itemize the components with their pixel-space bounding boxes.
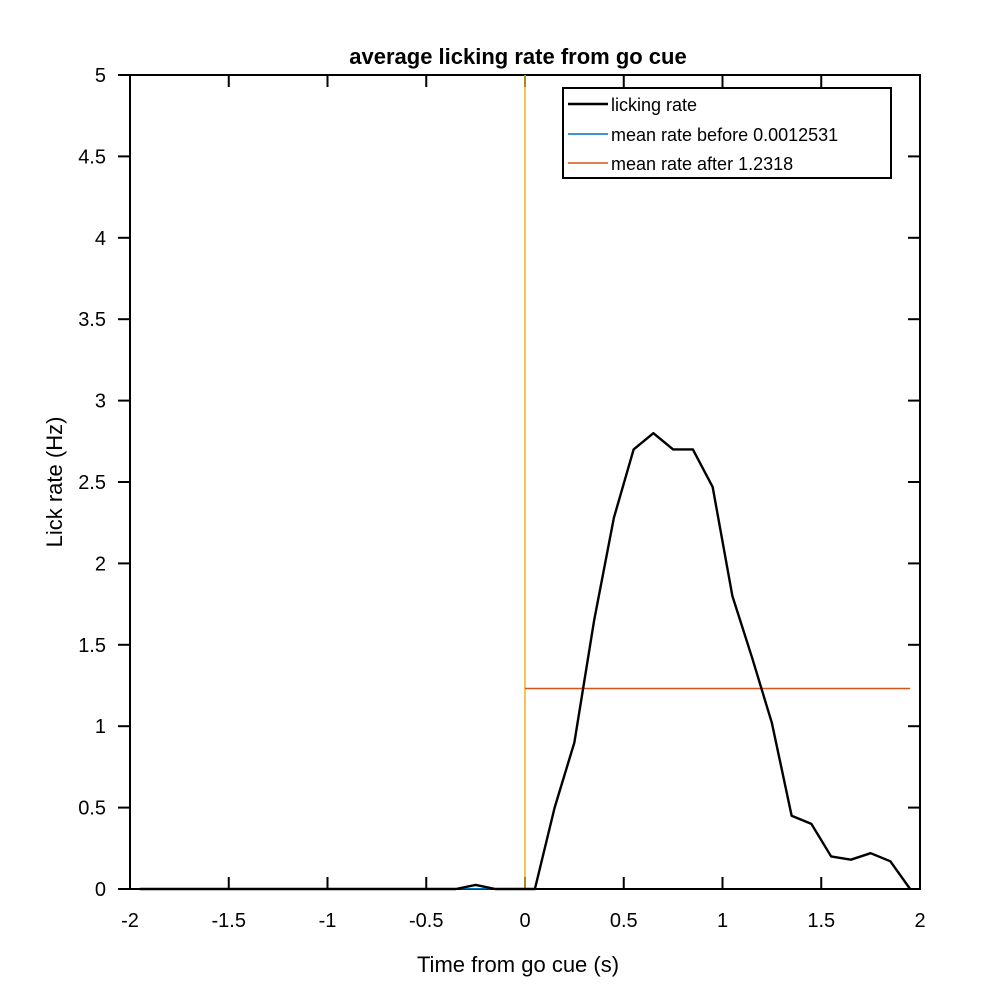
x-tick-label: -1 <box>319 910 337 932</box>
x-tick-label: -1.5 <box>212 910 246 932</box>
x-tick-label: 1.5 <box>807 910 835 932</box>
x-tick-label: 0.5 <box>610 910 638 932</box>
y-tick-label: 0.5 <box>78 798 106 820</box>
x-tick-label: -2 <box>121 910 139 932</box>
y-tick-label: 2.5 <box>78 472 106 494</box>
legend-entry-licking-rate: licking rate <box>611 95 697 115</box>
y-tick-label: 1 <box>95 716 106 738</box>
y-tick-label: 0 <box>95 879 106 901</box>
x-tick-label: 0 <box>519 910 530 932</box>
series-licking-rate <box>139 431 912 891</box>
y-tick-label: 4 <box>95 228 106 250</box>
legend-box <box>562 87 892 179</box>
legend: licking rate mean rate before 0.0012531 … <box>562 87 892 179</box>
y-axis-label: Lick rate (Hz) <box>42 417 67 548</box>
x-axis-label: Time from go cue (s) <box>417 952 619 977</box>
y-tick-label: 4.5 <box>78 146 106 168</box>
x-tick-label: 2 <box>914 910 925 932</box>
x-tick-label: -0.5 <box>409 910 443 932</box>
y-tick-label: 2 <box>95 553 106 575</box>
legend-entry-mean-after: mean rate after 1.2318 <box>611 154 793 174</box>
y-tick-label: 1.5 <box>78 635 106 657</box>
x-tick-label: 1 <box>717 910 728 932</box>
y-tick-label: 3 <box>95 391 106 413</box>
y-tick-label: 5 <box>95 65 106 87</box>
chart-title: average licking rate from go cue <box>349 44 686 69</box>
legend-entry-mean-before: mean rate before 0.0012531 <box>611 125 838 145</box>
y-tick-label: 3.5 <box>78 309 106 331</box>
